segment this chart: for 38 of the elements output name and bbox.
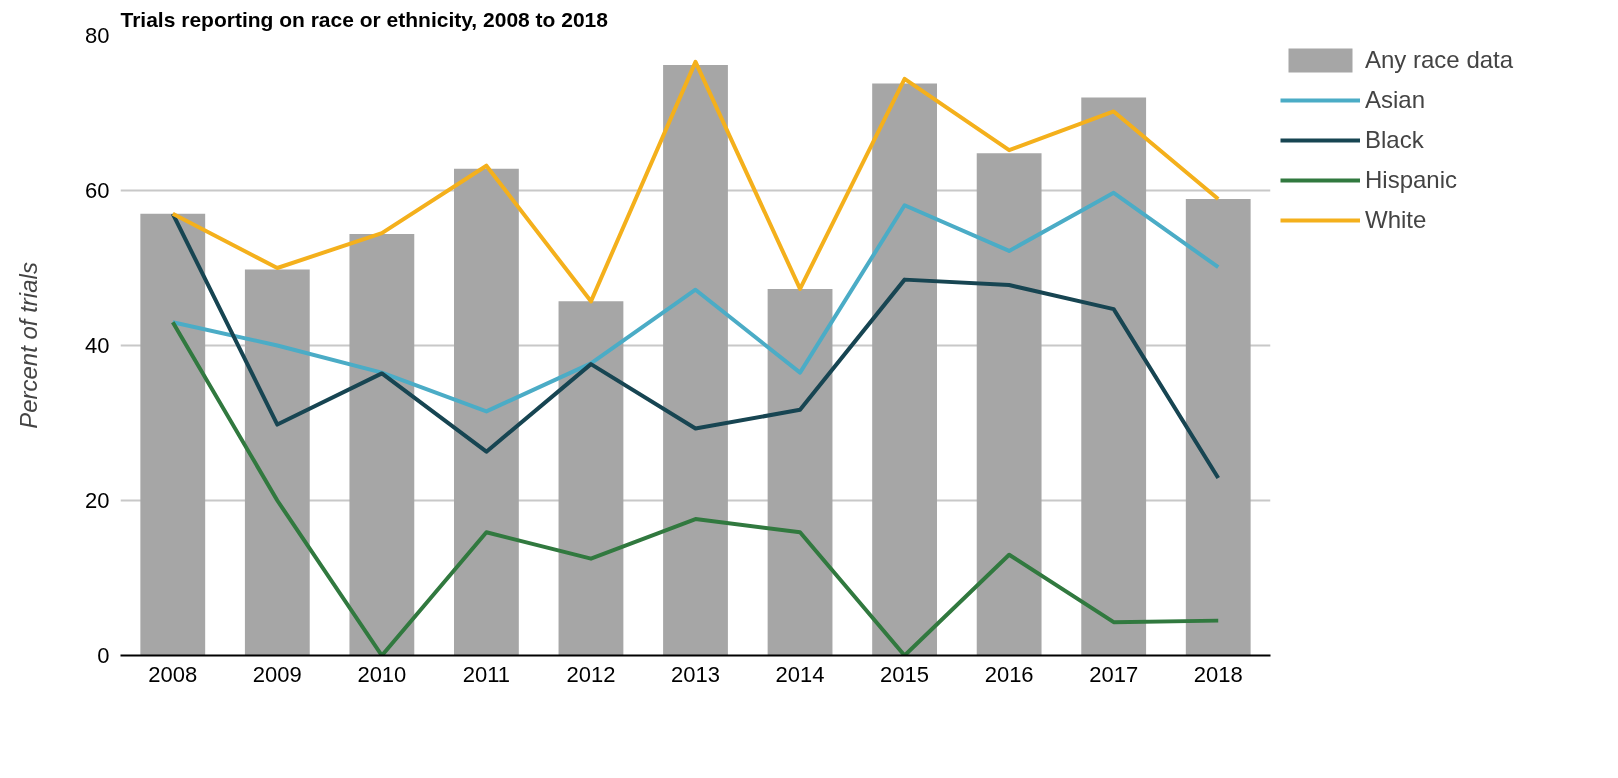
line-series [170, 211, 1221, 481]
legend-label: Black [1365, 126, 1424, 154]
x-tick-label: 2012 [566, 661, 616, 687]
x-tick-label: 2018 [1193, 661, 1243, 687]
y-tick-label: 60 [85, 178, 110, 203]
bar [976, 153, 1042, 656]
x-tick-label: 2009 [252, 661, 302, 687]
x-tick-label: 2010 [357, 661, 407, 687]
y-axis-title: Percent of trials [15, 262, 43, 429]
x-tick-label: 2016 [984, 661, 1034, 687]
bar [767, 288, 833, 656]
bar [244, 269, 310, 656]
x-tick-label: 2013 [671, 661, 720, 687]
bar [140, 213, 206, 656]
bar [454, 168, 519, 656]
y-tick-label: 80 [85, 23, 110, 48]
line-series [170, 320, 1221, 656]
x-tick-label: 2011 [462, 661, 511, 687]
x-tick-label: 2014 [775, 661, 825, 687]
x-tick-label: 2017 [1089, 661, 1139, 687]
x-tick-label: 2008 [148, 661, 198, 687]
chart-title: Trials reporting on race or ethnicity, 2008 to 2018 [120, 7, 609, 31]
line-series [170, 190, 1221, 414]
legend-label: White [1365, 206, 1427, 234]
bar [1081, 97, 1147, 656]
legend-label: Asian [1365, 86, 1426, 114]
x-tick-label: 2015 [880, 661, 930, 687]
bar [663, 64, 728, 656]
y-tick-label: 20 [85, 488, 110, 513]
bar [872, 83, 937, 656]
legend-label: Hispanic [1365, 166, 1458, 194]
y-tick-label: 0 [97, 643, 110, 668]
bar [1185, 199, 1251, 656]
bar [349, 233, 415, 656]
legend-label: Any race data [1365, 46, 1514, 74]
bar [558, 301, 624, 656]
y-tick-label: 40 [85, 333, 110, 358]
line-series [170, 59, 1221, 304]
